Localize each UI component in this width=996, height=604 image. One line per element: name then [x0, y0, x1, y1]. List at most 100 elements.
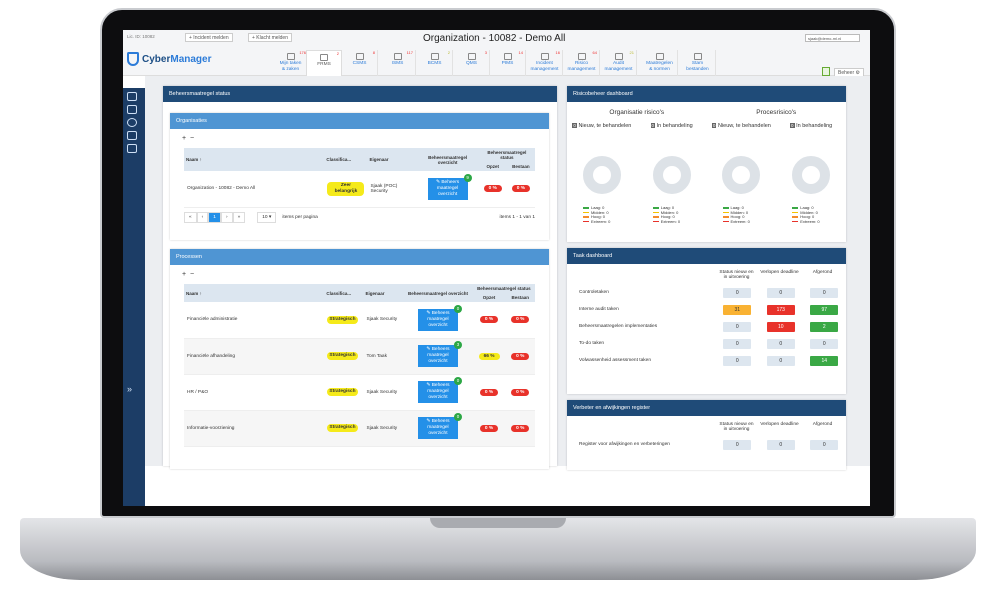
- table-row[interactable]: HR / P&O Strategisch Sjaak Security ✎ Behee…: [184, 374, 535, 411]
- control-overview-button[interactable]: ✎ Beheers maatregel overzicht 0: [417, 413, 462, 439]
- col-status: Beheersmaatregel status: [478, 148, 535, 162]
- tab-csms[interactable]: CSMS 8: [342, 50, 378, 76]
- sidebar-shield-icon[interactable]: [127, 105, 137, 114]
- col-owner[interactable]: Eigenaar: [367, 148, 417, 171]
- col-status: Beheersmaatregel status: [472, 284, 535, 293]
- tab-incident[interactable]: Incident management 16: [527, 50, 563, 76]
- button-label: ✎ Beheers maatregel overzicht: [435, 179, 460, 197]
- task-count-button[interactable]: 10: [766, 321, 795, 332]
- donut-chart: [652, 156, 691, 194]
- task-count-button[interactable]: 0: [723, 321, 752, 332]
- col-header: Verlopen deadline: [760, 422, 799, 427]
- task-count-button[interactable]: 0: [723, 287, 752, 298]
- tab-risico[interactable]: Risico management 64: [564, 50, 600, 76]
- col-naam[interactable]: Naam ↑: [184, 284, 325, 302]
- tab-audit[interactable]: Audit management 21: [601, 50, 637, 76]
- task-dashboard-panel: Taak dashboard Status nieuw en in uitvoe…: [567, 248, 846, 394]
- col-class[interactable]: Classifica...: [324, 284, 364, 302]
- task-count-button[interactable]: 0: [810, 287, 839, 298]
- task-count-button[interactable]: 0: [810, 338, 839, 349]
- row-name[interactable]: Financiële administratie: [184, 302, 325, 339]
- control-overview-button[interactable]: ✎ Beheers maatregel overzicht 0: [417, 377, 462, 403]
- col-class[interactable]: Classifica...: [324, 148, 368, 171]
- tab-count-badge: 117: [406, 50, 413, 55]
- col-owner[interactable]: Eigenaar: [363, 284, 404, 302]
- processes-table: Naam ↑ Classifica... Eigenaar Beheersmaatre…: [184, 284, 535, 447]
- expand-collapse-controls[interactable]: + −: [182, 271, 195, 278]
- panel-title: Risicobeheer dashboard: [567, 86, 846, 102]
- logo[interactable]: CyberManager: [127, 52, 211, 66]
- table-row[interactable]: Organization - 10082 - Demo All Zeer bela…: [184, 171, 535, 208]
- task-count-button[interactable]: 0: [723, 439, 752, 450]
- sidebar-file-icon[interactable]: [127, 144, 137, 153]
- report-complaint-button[interactable]: + Klacht melden: [248, 33, 292, 42]
- task-count-button[interactable]: 0: [766, 355, 795, 366]
- task-count-button[interactable]: 173: [766, 304, 795, 315]
- col-opzet: Opzet: [472, 293, 506, 302]
- task-count-button[interactable]: 0: [766, 338, 795, 349]
- tab-mijn-taken[interactable]: Mijn taken & zaken 176: [273, 50, 309, 76]
- tab-count-badge: 2: [447, 50, 450, 55]
- tab-frms[interactable]: FRMS 2: [306, 50, 342, 76]
- bestaan-badge: 0 %: [511, 352, 530, 360]
- bestaan-badge: 0 %: [511, 316, 530, 324]
- task-count-button[interactable]: 0: [766, 439, 795, 450]
- table-row[interactable]: Informatie-voorziening Strategisch Sjaak S…: [184, 410, 535, 447]
- sidebar-expand-icon[interactable]: »: [127, 384, 133, 394]
- classification-badge: Strategisch: [327, 388, 358, 396]
- col-naam[interactable]: Naam ↑: [184, 148, 325, 171]
- row-label: Volwassenheid assessment taken: [579, 358, 651, 363]
- col-bestaan: Bestaan: [506, 162, 535, 171]
- task-count-button[interactable]: 0: [766, 287, 795, 298]
- report-incident-button[interactable]: + Incident melden: [185, 33, 233, 42]
- task-count-button[interactable]: 0: [723, 338, 752, 349]
- control-overview-button[interactable]: ✎ Beheers maatregel overzicht 9: [427, 173, 472, 200]
- tab-bcms[interactable]: BCMS 2: [417, 50, 453, 76]
- sidebar-home-icon[interactable]: [123, 76, 145, 88]
- module-nav: CyberManager Mijn taken & zaken 176 FRMS 2 CS…: [123, 48, 870, 78]
- user-dropdown[interactable]: sjaak@demo-ml.nl: [805, 34, 860, 42]
- control-overview-button[interactable]: ✎ Beheers maatregel overzicht 3: [417, 341, 462, 367]
- expand-collapse-controls[interactable]: + −: [182, 135, 195, 142]
- prev-page-button[interactable]: ‹: [196, 211, 209, 223]
- control-overview-button[interactable]: ✎ Beheers maatregel overzicht 0: [417, 304, 462, 331]
- row-owner: Sjaak (POC) Security: [367, 171, 417, 208]
- donut-chart: [582, 156, 621, 194]
- row-name[interactable]: Financiële afhandeling: [184, 338, 325, 375]
- donut-chart: [722, 156, 761, 194]
- logo-text-a: Cyber: [142, 53, 171, 65]
- info-icon[interactable]: [822, 67, 830, 76]
- tab-count-badge: 176: [299, 50, 306, 55]
- panel-title: Verbeter en afwijkingen register: [567, 400, 846, 416]
- page-button[interactable]: 1: [208, 211, 221, 223]
- task-count-button[interactable]: 97: [810, 304, 839, 315]
- row-name[interactable]: Informatie-voorziening: [184, 410, 325, 447]
- row-label: To-do taken: [579, 341, 605, 346]
- task-count-button[interactable]: 0: [723, 355, 752, 366]
- row-name[interactable]: Organization - 10082 - Demo All: [184, 171, 325, 208]
- count-badge: 0: [711, 123, 717, 128]
- last-page-button[interactable]: »: [232, 211, 246, 223]
- sidebar-document-icon[interactable]: [127, 92, 137, 101]
- task-count-button[interactable]: 14: [810, 355, 839, 366]
- laptop-notch: [430, 518, 566, 528]
- task-count-button[interactable]: 2: [810, 321, 839, 332]
- row-name[interactable]: HR / P&O: [184, 374, 325, 411]
- tab-maatregelen[interactable]: Maatregelen & normen: [642, 50, 678, 76]
- sidebar-target-icon[interactable]: [127, 118, 137, 127]
- sidebar-users-icon[interactable]: [127, 131, 137, 140]
- tab-pims[interactable]: PIMS 14: [490, 50, 526, 76]
- next-page-button[interactable]: ›: [220, 211, 233, 223]
- row-label: Register voor afwijkingen en verbetering…: [579, 442, 670, 447]
- tab-stam[interactable]: Stam bestanden: [680, 50, 716, 76]
- page-size-select[interactable]: 10 ▾: [257, 211, 277, 223]
- table-row[interactable]: Financiële administratie Strategisch Sjaak…: [184, 302, 535, 339]
- table-row[interactable]: Financiële afhandeling Strategisch Tom Taa…: [184, 338, 535, 375]
- first-page-button[interactable]: «: [184, 211, 197, 223]
- row-owner: Sjaak Security: [363, 410, 404, 447]
- row-label: Controletaken: [579, 290, 609, 295]
- task-count-button[interactable]: 0: [810, 439, 839, 450]
- tab-qms[interactable]: QMS 3: [454, 50, 490, 76]
- tab-isms[interactable]: ISMS 117: [380, 50, 416, 76]
- task-count-button[interactable]: 31: [723, 304, 752, 315]
